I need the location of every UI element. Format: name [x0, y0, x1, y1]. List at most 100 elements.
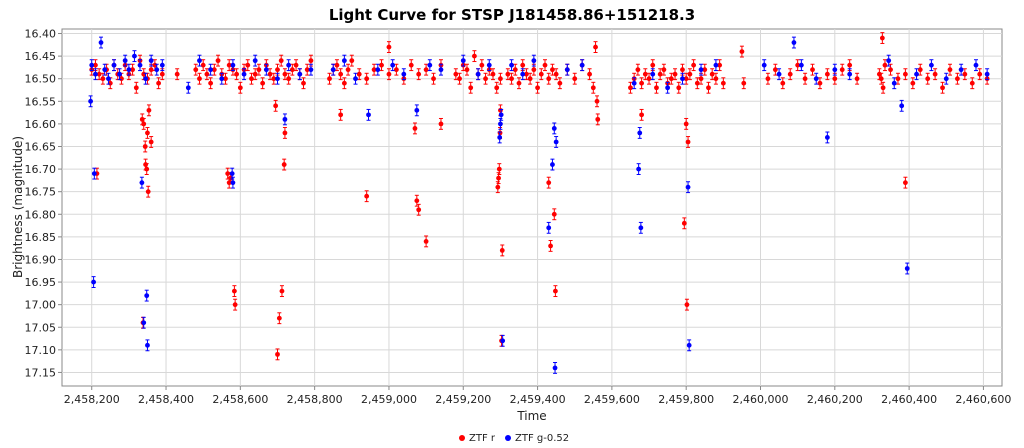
data-point [241, 68, 247, 81]
data-point [886, 54, 892, 67]
data-point [509, 72, 514, 85]
point-marker [741, 80, 747, 86]
data-point [364, 190, 370, 203]
x-tick-label: 2,460,200 [807, 393, 863, 406]
data-point [854, 72, 860, 85]
point-marker [364, 76, 370, 82]
point-marker [595, 116, 601, 122]
point-marker [947, 67, 953, 73]
data-point [93, 68, 98, 81]
point-marker [531, 67, 537, 73]
data-point [278, 54, 284, 67]
data-point [590, 81, 596, 94]
data-point [293, 59, 299, 72]
point-marker [639, 112, 645, 118]
point-marker [516, 80, 522, 86]
point-marker [468, 85, 474, 91]
data-point [423, 235, 429, 248]
data-point [137, 59, 143, 72]
point-marker [564, 67, 570, 73]
y-tick-label: 16.85 [25, 231, 57, 244]
point-marker [810, 67, 815, 73]
data-point [197, 72, 202, 85]
data-point [668, 72, 674, 85]
data-point [548, 239, 553, 252]
data-point [741, 77, 747, 90]
data-point [685, 136, 691, 148]
point-marker [334, 62, 340, 68]
data-point [219, 72, 225, 85]
point-marker [353, 76, 358, 82]
point-marker [293, 62, 299, 68]
point-marker [713, 62, 719, 68]
data-point [943, 72, 949, 85]
data-point [780, 77, 786, 90]
point-marker [650, 62, 656, 68]
data-point [681, 217, 687, 230]
data-point [535, 81, 540, 94]
point-marker [638, 225, 644, 231]
data-point [761, 59, 767, 72]
data-point [200, 59, 206, 72]
point-marker [520, 71, 526, 77]
point-marker [281, 162, 287, 167]
x-tick-label: 2,459,800 [658, 393, 714, 406]
point-marker [379, 62, 384, 68]
data-point [895, 72, 901, 85]
data-point [89, 59, 95, 72]
point-marker [550, 67, 555, 73]
point-marker [286, 62, 292, 68]
point-marker [282, 116, 288, 122]
data-point [371, 63, 377, 76]
data-point [593, 41, 598, 53]
point-marker [672, 71, 678, 77]
data-point [208, 63, 214, 76]
x-axis-label: Time [516, 409, 546, 423]
point-marker [551, 126, 557, 131]
point-marker [106, 76, 111, 82]
point-marker [143, 76, 148, 82]
point-marker [341, 58, 347, 64]
data-point [122, 54, 128, 67]
data-point [230, 59, 236, 72]
point-marker [628, 85, 633, 91]
point-marker [847, 71, 853, 77]
data-point [275, 72, 280, 85]
data-point [204, 68, 210, 81]
point-marker [364, 193, 370, 199]
data-point [520, 68, 526, 81]
data-point [839, 63, 845, 76]
point-marker [371, 67, 377, 73]
point-marker [457, 76, 462, 82]
y-tick-label: 16.70 [25, 163, 57, 176]
point-marker [847, 62, 853, 68]
point-marker [552, 365, 558, 371]
point-marker [579, 62, 585, 68]
data-point [145, 127, 150, 139]
point-marker [416, 207, 422, 213]
data-point [98, 36, 104, 49]
data-point [880, 81, 886, 94]
point-marker [854, 76, 860, 82]
point-marker [229, 171, 235, 177]
data-point [680, 72, 685, 85]
data-point [117, 68, 122, 81]
data-point [111, 59, 117, 72]
point-marker [824, 71, 830, 77]
point-marker [880, 85, 886, 91]
data-point [739, 45, 745, 58]
point-marker [375, 67, 381, 73]
data-point [130, 63, 135, 76]
data-point [551, 208, 557, 221]
data-point [279, 285, 285, 298]
point-marker [230, 62, 236, 68]
x-tick-label: 2,460,600 [955, 393, 1011, 406]
point-marker [509, 62, 514, 68]
data-point [96, 68, 102, 81]
data-point [345, 63, 351, 76]
point-marker [144, 293, 150, 299]
data-point [297, 68, 303, 81]
point-marker [226, 62, 232, 68]
point-marker [275, 351, 280, 357]
point-marker [208, 80, 214, 86]
